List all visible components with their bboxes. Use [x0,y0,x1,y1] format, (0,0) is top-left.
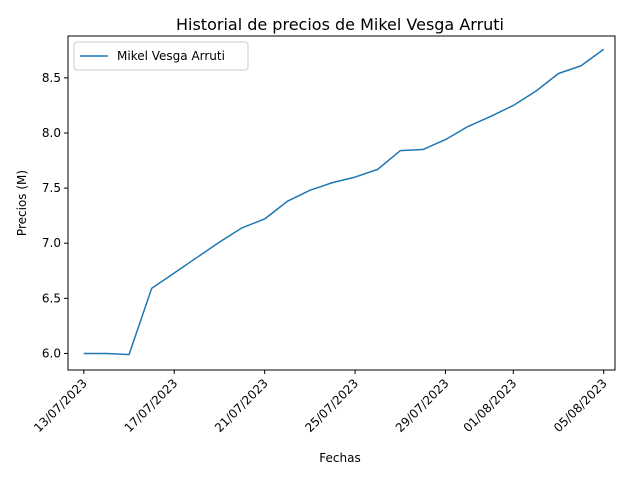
x-axis-ticks: 13/07/2023 17/07/2023 21/07/2023 25/07/2023… [31,370,610,435]
y-tick-label: 7.0 [42,236,61,250]
series-layer [83,48,605,356]
y-axis-ticks: 6.0 6.5 7.0 7.5 8.0 8.5 [42,71,68,360]
legend-entry-label: Mikel Vesga Arruti [117,49,225,63]
y-tick-label: 6.0 [42,346,61,360]
y-tick-label: 8.5 [42,71,61,85]
series-line [83,48,605,356]
x-tick-label: 25/07/2023 [302,376,361,435]
plot-area [67,35,616,371]
x-axis-label: Fechas [319,451,360,465]
y-tick-label: 7.5 [42,181,61,195]
x-tick-label: 21/07/2023 [212,376,271,435]
x-tick-label: 17/07/2023 [122,376,181,435]
y-tick-label: 6.5 [42,291,61,305]
y-axis-label: Precios (M) [15,170,29,236]
x-tick-label: 29/07/2023 [393,376,452,435]
legend: Mikel Vesga Arruti [73,41,249,71]
chart-title: Historial de precios de Mikel Vesga Arru… [176,15,504,34]
legend-box [73,41,249,71]
x-tick-label: 13/07/2023 [31,376,90,435]
x-tick-label: 05/08/2023 [551,376,610,435]
x-tick-label: 01/08/2023 [461,376,520,435]
y-tick-label: 8.0 [42,126,61,140]
